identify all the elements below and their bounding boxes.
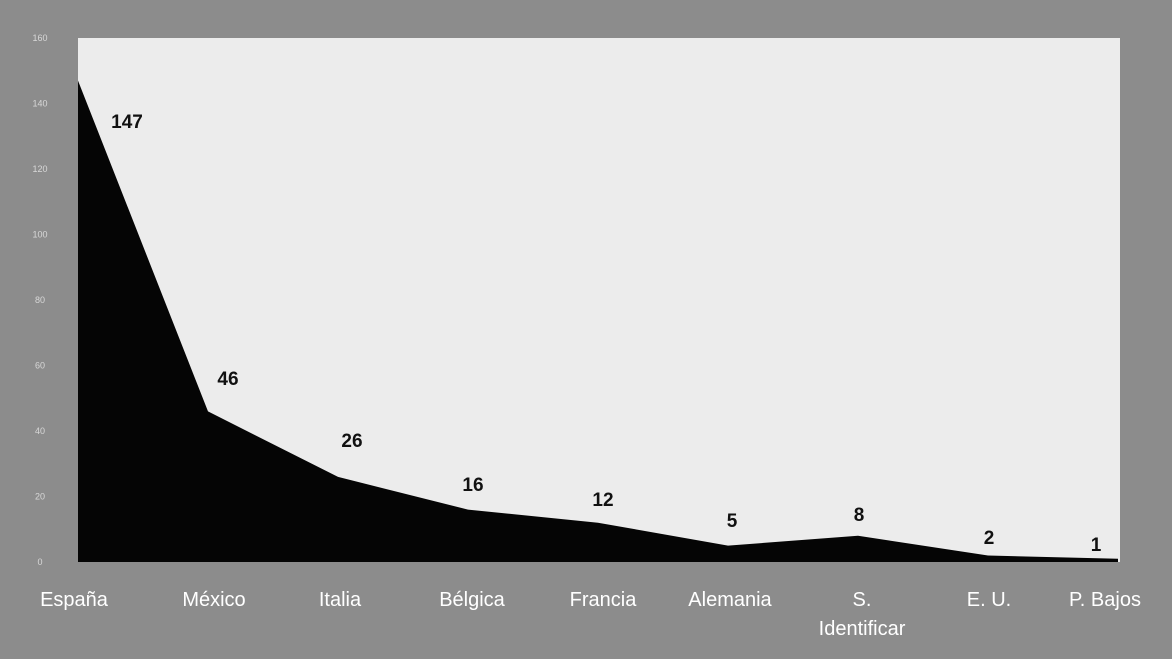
x-axis: España México Italia Bélgica Francia Alemania… <box>40 589 1141 640</box>
y-tick-label: 20 <box>35 492 45 502</box>
data-label: 26 <box>341 431 362 452</box>
data-label: 8 <box>854 505 865 526</box>
y-tick-label: 140 <box>32 99 47 109</box>
x-tick-label: P. Bajos <box>1069 589 1141 611</box>
y-tick-label: 100 <box>32 230 47 240</box>
area-series <box>78 80 1118 562</box>
data-label: 16 <box>462 475 483 496</box>
y-tick-label: 60 <box>35 361 45 371</box>
data-label: 1 <box>1091 535 1102 556</box>
x-tick-label: Alemania <box>688 589 772 611</box>
x-tick-label: S. Identificar <box>819 589 906 640</box>
data-labels: 147 46 26 16 12 5 8 2 1 <box>111 112 1102 556</box>
x-tick-label: Bélgica <box>439 589 505 611</box>
x-tick-label: España <box>40 589 109 611</box>
data-label: 12 <box>592 490 613 511</box>
data-label: 46 <box>217 369 238 390</box>
data-label: 147 <box>111 112 143 133</box>
x-tick-label: México <box>182 589 245 611</box>
x-tick-label: E. U. <box>967 589 1011 611</box>
y-tick-label: 80 <box>35 295 45 305</box>
y-tick-label: 40 <box>35 426 45 436</box>
y-tick-label: 0 <box>37 557 42 567</box>
y-tick-label: 160 <box>32 33 47 43</box>
area-layer <box>78 80 1118 562</box>
y-tick-label: 120 <box>32 164 47 174</box>
x-tick-label: Francia <box>570 589 638 611</box>
data-label: 5 <box>727 511 738 532</box>
y-axis: 0 20 40 60 80 100 120 140 160 <box>32 33 47 567</box>
x-tick-label: Italia <box>319 589 362 611</box>
data-label: 2 <box>984 528 995 549</box>
